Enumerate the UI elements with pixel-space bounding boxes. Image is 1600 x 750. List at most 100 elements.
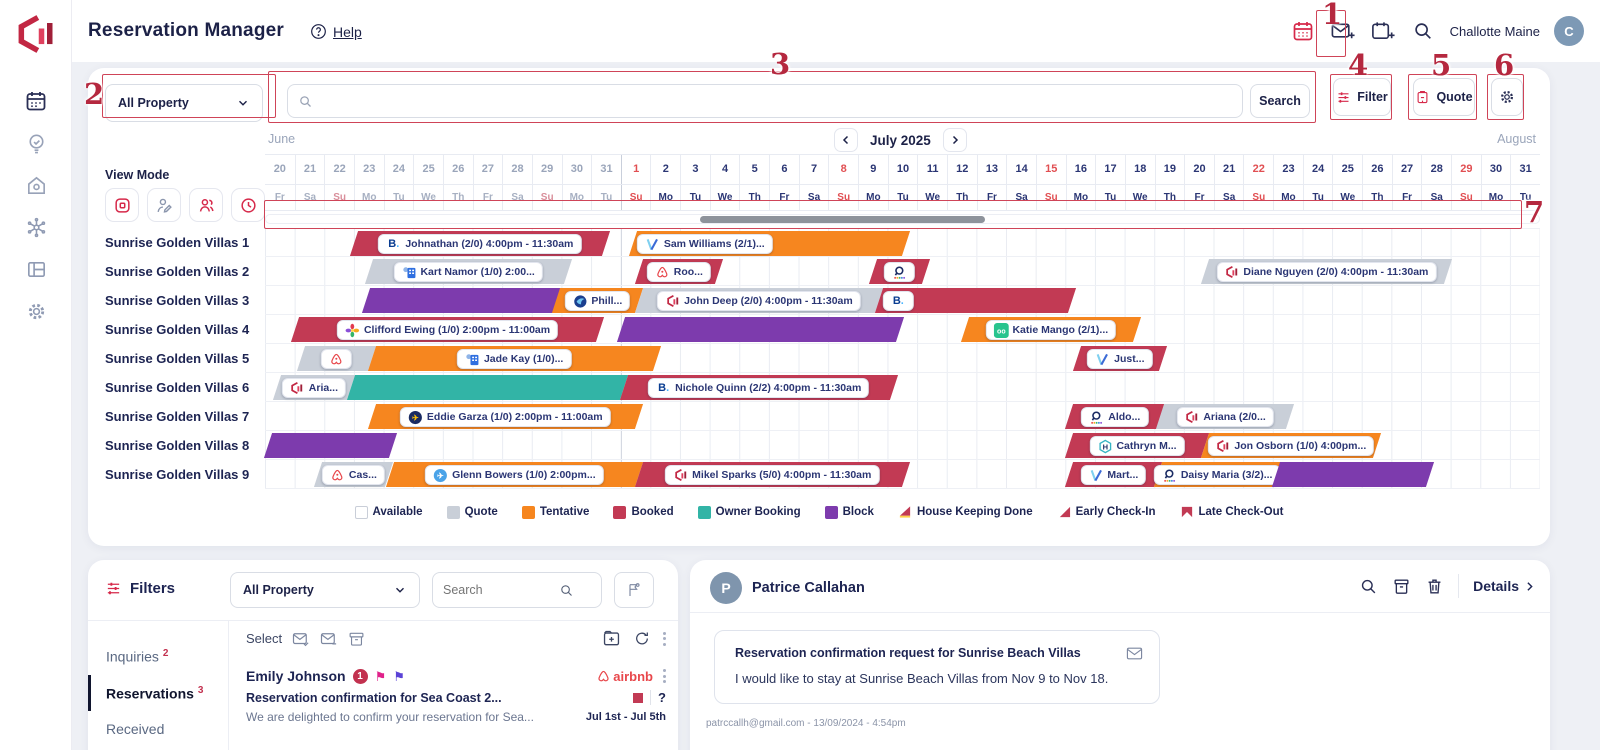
inbox-property-select[interactable]: All Property [230,572,420,608]
search-icon[interactable] [1359,577,1378,596]
day-number[interactable]: 11 [917,155,947,184]
reservation-pill[interactable]: H Cathryn M... [1089,435,1185,456]
day-number[interactable]: 1 [620,155,651,184]
day-number[interactable]: 22 [324,155,354,184]
reservation-bar[interactable]: Diane Nguyen (2/0) 4:00pm - 11:30am [1200,259,1453,284]
reservation-bar[interactable]: Sam Williams (2/1)... [628,231,910,256]
calendar-settings-button[interactable] [1491,78,1523,116]
reservation-bar[interactable]: B. Nichole Quinn (2/2) 4:00pm - 11:30am [619,375,898,400]
reservation-track[interactable]: Kart Namor (1/0) 2:00... Roo... Diane Nguy… [265,257,1540,286]
reservation-bar[interactable]: Just... [1073,346,1168,371]
search-button-top[interactable] [1410,18,1436,44]
inbox-search-field[interactable] [432,572,602,608]
reservation-pill[interactable]: Just... [1087,348,1154,369]
reservation-bar[interactable]: Ariana (2/0... [1156,404,1295,429]
day-number[interactable]: 16 [1065,155,1096,184]
quote-button[interactable]: Quote [1413,78,1475,116]
reservation-bar[interactable] [361,288,575,313]
reservation-pill[interactable]: John Deep (2/0) 4:00pm - 11:30am [656,290,861,311]
trash-icon[interactable] [1425,577,1444,596]
sidebar-item-board[interactable] [23,256,49,282]
details-link[interactable]: Details [1473,578,1536,594]
message-bubble[interactable]: Reservation confirmation request for Sun… [714,630,1160,704]
day-number[interactable]: 25 [413,155,443,184]
view-mode-people-button[interactable] [189,188,223,222]
day-number[interactable]: 23 [1273,155,1303,184]
reservation-pill[interactable]: Phill... [564,290,631,311]
envelope-check-icon[interactable] [292,631,310,647]
scrollbar-thumb[interactable] [700,216,985,223]
reservation-bar[interactable]: Clifford Ewing (1/0) 2:00pm - 11:00am [290,317,605,342]
reservation-pill[interactable]: Roo... [646,261,711,282]
day-number[interactable]: 19 [1154,155,1185,184]
day-number[interactable]: 26 [1362,155,1392,184]
day-number[interactable]: 10 [887,155,918,184]
reservation-bar[interactable]: ✈ Eddie Garza (1/0) 2:00pm - 11:00am [367,404,643,429]
day-number[interactable]: 31 [1510,155,1540,184]
view-mode-clock-button[interactable] [231,188,265,222]
day-number[interactable]: 27 [1391,155,1422,184]
reservation-track[interactable]: Phill... John Deep (2/0) 4:00pm - 11:30am… [265,286,1540,315]
reservation-pill[interactable]: B. [882,290,914,311]
reservation-bar[interactable]: ✈ Glenn Bowers (1/0) 2:00pm... [385,462,643,487]
day-number[interactable]: 24 [1302,155,1333,184]
view-mode-grid-button[interactable] [105,188,139,222]
reservation-pill[interactable]: Jade Kay (1/0)... [456,348,572,369]
day-number[interactable]: 14 [1006,155,1036,184]
day-number[interactable]: 25 [1332,155,1362,184]
reservation-pill[interactable] [884,261,916,282]
reservation-track[interactable]: Aria... B. Nichole Quinn (2/2) 4:00pm - 11… [265,373,1540,402]
pink-flag-icon[interactable]: ⚑ [374,668,387,684]
sidebar-item-properties[interactable] [23,172,49,198]
day-number[interactable]: 26 [442,155,473,184]
reservation-bar[interactable] [868,259,931,284]
day-number[interactable]: 21 [1213,155,1244,184]
user-name[interactable]: Challotte Maine [1449,23,1540,39]
reservation-pill[interactable]: ✈ Eddie Garza (1/0) 2:00pm - 11:00am [399,406,611,427]
reservation-bar[interactable]: B. Johnathan (2/0) 4:00pm - 11:30am [349,231,611,256]
day-number[interactable]: 18 [1124,155,1155,184]
tab-received[interactable]: Received [106,721,165,738]
reservation-pill[interactable]: Ariana (2/0... [1176,406,1275,427]
refresh-icon[interactable] [633,630,651,647]
archive-icon[interactable] [1392,577,1411,596]
filter-button[interactable]: Filter [1333,78,1391,116]
day-number[interactable]: 20 [273,163,286,175]
reservation-pill[interactable]: Mikel Sparks (5/0) 4:00pm - 11:30am [664,464,880,485]
envelope-icon[interactable] [320,631,338,647]
next-month-button[interactable] [942,128,967,152]
reservation-search-field[interactable] [287,84,1243,118]
view-mode-person-edit-button[interactable] [147,188,181,222]
reservation-bar[interactable]: Phill... [551,288,643,313]
reservation-bar[interactable] [263,433,397,458]
day-number[interactable]: 2 [650,155,680,184]
reservation-bar[interactable]: Mart... [1064,462,1162,487]
search-submit-button[interactable]: Search [1250,84,1310,118]
purple-flag-icon[interactable]: ⚑ [393,668,405,684]
tab-inquiries[interactable]: Inquiries 2 [106,648,169,665]
reservation-bar[interactable]: Mikel Sparks (5/0) 4:00pm - 11:30am [634,462,910,487]
reservation-bar[interactable]: Aria... [272,375,356,400]
sidebar-item-calendar[interactable] [23,88,49,114]
day-number[interactable]: 4 [709,155,740,184]
day-number[interactable]: 24 [383,155,414,184]
day-number[interactable]: 6 [769,155,799,184]
day-number[interactable]: 28 [1421,155,1451,184]
archive-icon[interactable] [348,631,365,647]
inbox-search-input[interactable] [443,583,553,597]
reservation-bar[interactable] [1272,462,1435,487]
select-label[interactable]: Select [246,631,283,646]
reservation-pill[interactable]: Mart... [1080,464,1146,485]
help-link[interactable]: Help [333,23,362,40]
day-number[interactable]: 30 [1480,155,1511,184]
add-booking-button[interactable] [1370,18,1396,44]
day-number[interactable]: 29 [531,155,562,184]
reservation-pill[interactable]: ✈ Glenn Bowers (1/0) 2:00pm... [424,464,604,485]
day-number[interactable]: 13 [976,155,1007,184]
reservation-track[interactable]: B. Johnathan (2/0) 4:00pm - 11:30am Sam Wi… [265,228,1540,257]
day-number[interactable]: 31 [591,155,621,184]
day-number[interactable]: 3 [680,155,710,184]
day-number[interactable]: 30 [561,155,592,184]
day-number[interactable]: 28 [502,155,532,184]
reservation-bar[interactable]: Jon Osborn (1/0) 4:00pm... [1200,433,1381,458]
